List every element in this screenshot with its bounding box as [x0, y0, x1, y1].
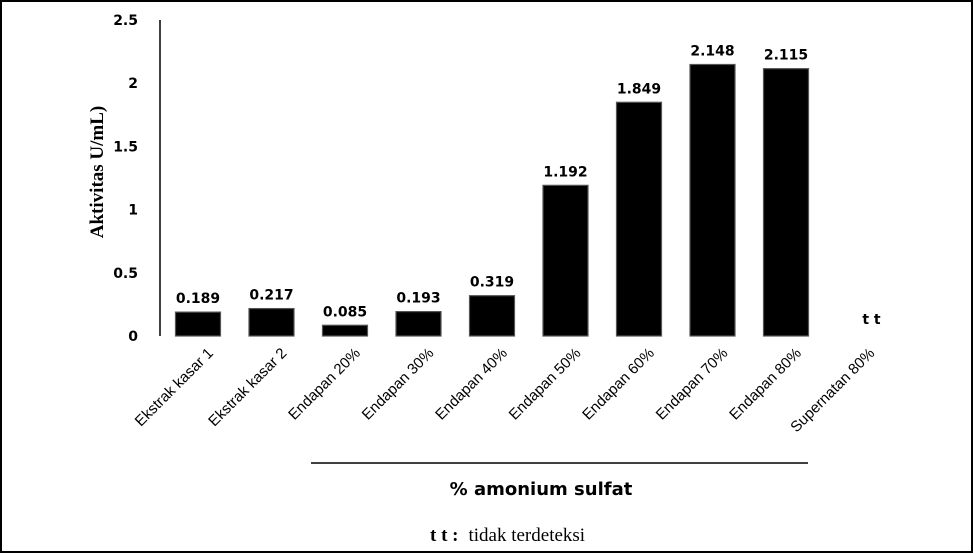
data-label: 0.319 — [470, 275, 514, 291]
x-tick-label: Endapan 20% — [285, 345, 364, 424]
x-tick-label: Endapan 40% — [432, 345, 511, 424]
bar — [762, 68, 810, 337]
bar — [615, 101, 663, 337]
y-tick-label: 2.5 — [113, 13, 138, 29]
data-label: 0.193 — [396, 291, 440, 307]
x-tick-label: Endapan 30% — [359, 345, 438, 424]
footnote-abbr: t t : — [430, 525, 458, 546]
bar — [174, 311, 222, 337]
x-tick-label: Endapan 70% — [653, 345, 732, 424]
x-tick-label: Endapan 60% — [579, 345, 658, 424]
data-label: 1.849 — [617, 81, 661, 97]
y-tick-label: 0 — [128, 329, 138, 345]
bars — [174, 63, 810, 337]
x-tick-label: Ekstrak kasar 2 — [205, 345, 290, 430]
y-tick-labels: 0 0.5 1 1.5 2 2.5 — [113, 13, 138, 345]
bar — [468, 295, 516, 337]
data-label: t t — [862, 312, 881, 328]
data-label: 2.148 — [690, 43, 734, 59]
x-tick-label: Endapan 50% — [506, 345, 585, 424]
y-tick-label: 0.5 — [113, 266, 138, 282]
data-label: 2.115 — [764, 48, 808, 64]
x-tick-label: Ekstrak kasar 1 — [132, 345, 217, 430]
y-tick-label: 1 — [128, 203, 138, 219]
y-tick-label: 2 — [128, 76, 138, 92]
bar — [321, 324, 369, 337]
y-axis-title: Aktivitas U/mL) — [87, 106, 108, 238]
footnote-text: tidak terdeteksi — [468, 525, 585, 546]
data-label: 0.189 — [176, 291, 220, 307]
x-axis-title: % amonium sulfat — [450, 479, 633, 500]
x-tick-label: Endapan 80% — [726, 345, 805, 424]
data-label: 0.217 — [249, 288, 293, 304]
bar — [248, 307, 295, 337]
bar — [542, 184, 589, 337]
data-labels: 0.189 0.217 0.085 0.193 0.319 1.192 1.849 2.148… — [176, 43, 881, 328]
bar — [395, 311, 442, 337]
data-label: 0.085 — [323, 304, 367, 320]
data-label: 1.192 — [543, 164, 587, 180]
bar — [689, 63, 736, 337]
y-tick-label: 1.5 — [113, 139, 138, 155]
footnote: t t : tidak terdeteksi — [430, 525, 585, 546]
